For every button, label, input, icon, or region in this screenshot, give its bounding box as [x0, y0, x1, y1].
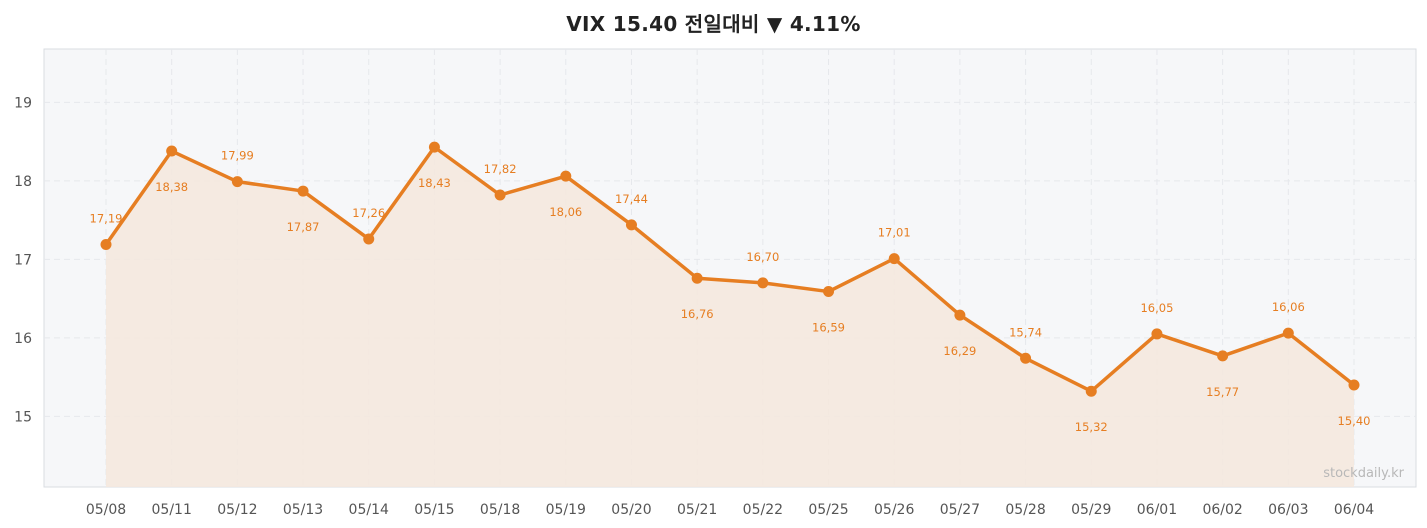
data-label: 16,59	[812, 321, 845, 335]
data-point	[1282, 327, 1294, 339]
data-label: 17,82	[484, 162, 517, 176]
data-point	[625, 219, 637, 231]
y-tick-label: 19	[14, 95, 32, 111]
data-point	[100, 238, 112, 250]
y-tick-label: 15	[14, 409, 32, 425]
data-point	[1085, 385, 1097, 397]
x-tick-label: 06/03	[1268, 502, 1308, 518]
data-label: 18,06	[549, 205, 582, 219]
data-label: 17,01	[878, 226, 911, 240]
x-tick-label: 05/11	[152, 502, 192, 518]
y-tick-label: 17	[14, 252, 32, 268]
x-tick-label: 06/02	[1202, 502, 1242, 518]
data-point	[888, 253, 900, 265]
data-point	[1217, 350, 1229, 362]
data-label: 17,26	[352, 206, 385, 220]
data-point	[954, 309, 966, 321]
watermark: stockdaily.kr	[1323, 466, 1404, 481]
data-label: 17,19	[90, 211, 123, 225]
data-label: 18,43	[418, 176, 451, 190]
data-point	[428, 141, 440, 153]
x-tick-label: 05/08	[86, 502, 126, 518]
data-label: 16,76	[681, 307, 714, 321]
data-point	[297, 185, 309, 197]
data-label: 16,29	[943, 344, 976, 358]
x-tick-label: 05/13	[283, 502, 323, 518]
x-tick-label: 05/27	[940, 502, 980, 518]
x-tick-label: 05/28	[1005, 502, 1045, 518]
data-label: 16,06	[1272, 300, 1305, 314]
data-point	[757, 277, 769, 289]
data-label: 15,40	[1338, 414, 1371, 428]
series-line	[104, 145, 1356, 393]
data-label: 17,44	[615, 192, 648, 206]
data-point	[494, 189, 506, 201]
data-labels: 17,19 18,38 17,99 17,87 17,26 18,43 17,82 18,06…	[90, 149, 1371, 435]
axis-ticks: 15 16 17 18 19 05/08 05/11 05/12 05/13 05/14 05/15…	[14, 95, 1374, 518]
x-tick-label: 05/21	[677, 502, 717, 518]
x-tick-label: 05/25	[808, 502, 848, 518]
data-label: 15,74	[1009, 325, 1042, 339]
data-point	[691, 272, 703, 284]
x-tick-label: 05/18	[480, 502, 520, 518]
data-label: 15,32	[1075, 420, 1108, 434]
x-tick-label: 05/20	[611, 502, 651, 518]
x-tick-label: 06/04	[1334, 502, 1374, 518]
x-tick-label: 05/22	[743, 502, 783, 518]
x-tick-label: 05/19	[546, 502, 586, 518]
x-tick-label: 05/15	[414, 502, 454, 518]
data-point	[823, 286, 835, 298]
data-label: 17,99	[221, 149, 254, 163]
x-tick-label: 05/29	[1071, 502, 1111, 518]
y-tick-label: 18	[14, 174, 32, 190]
x-tick-label: 05/26	[874, 502, 914, 518]
data-label: 16,05	[1140, 301, 1173, 315]
data-point	[1348, 379, 1360, 391]
data-label: 17,87	[287, 220, 320, 234]
data-point	[363, 233, 375, 245]
data-point	[560, 170, 572, 182]
data-point	[231, 176, 243, 188]
area-fill	[106, 147, 1354, 487]
data-point	[166, 145, 178, 157]
y-tick-label: 16	[14, 331, 32, 347]
data-point	[1020, 352, 1032, 364]
data-label: 15,77	[1206, 385, 1239, 399]
x-tick-label: 06/01	[1137, 502, 1177, 518]
data-points	[100, 141, 1360, 397]
chart-title: VIX 15.40 전일대비 ▼ 4.11%	[566, 12, 861, 36]
x-tick-label: 05/14	[349, 502, 389, 518]
data-point	[1151, 328, 1163, 340]
data-label: 16,70	[746, 250, 779, 264]
data-label: 18,38	[155, 180, 188, 194]
x-tick-label: 05/12	[217, 502, 257, 518]
